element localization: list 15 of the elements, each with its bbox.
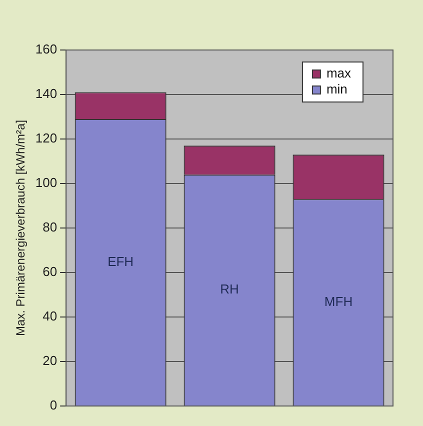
y-tick-label: 160 <box>35 42 58 57</box>
y-tick-label: 100 <box>35 175 58 190</box>
legend-label: max <box>326 66 352 81</box>
y-tick-label: 60 <box>42 264 58 280</box>
y-tick-label: 0 <box>50 398 58 413</box>
y-tick-label: 80 <box>42 220 58 235</box>
x-tick-label: MFH <box>324 294 353 309</box>
y-tick-label: 140 <box>35 86 58 102</box>
y-tick-label: 20 <box>42 353 58 368</box>
y-tick-label: 40 <box>42 308 58 324</box>
x-tick-label: RH <box>220 282 239 297</box>
legend-label: min <box>326 82 348 97</box>
x-tick-label: EFH <box>108 254 134 269</box>
y-axis-title: Max. Primärenergieverbrauch [kWh/m²a] <box>14 120 28 336</box>
y-tick-label: 120 <box>35 130 58 146</box>
